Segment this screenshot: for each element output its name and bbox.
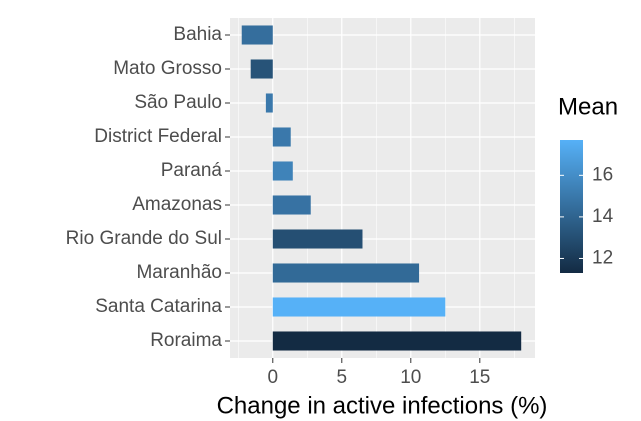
bar xyxy=(272,331,522,351)
y-tick-label: Maranhão xyxy=(136,262,222,283)
bar xyxy=(272,229,363,249)
y-tick-label: District Federal xyxy=(94,126,222,147)
x-tick-label: 15 xyxy=(469,367,490,388)
colorbar-label: 14 xyxy=(592,206,614,227)
bar xyxy=(272,161,293,181)
y-tick-label: Paraná xyxy=(161,160,223,181)
y-tick-label: Bahia xyxy=(173,24,222,45)
y-tick-label: São Paulo xyxy=(134,92,222,113)
x-tick-label: 0 xyxy=(267,367,278,388)
y-tick-label: Amazonas xyxy=(132,194,222,215)
bar xyxy=(272,195,311,215)
colorbar xyxy=(560,140,583,273)
y-tick-label: Roraima xyxy=(150,330,222,351)
colorbar-label: 12 xyxy=(592,247,613,268)
bar xyxy=(272,263,420,283)
y-tick-label: Rio Grande do Sul xyxy=(66,228,222,249)
bar xyxy=(265,93,273,113)
colorbar-label: 16 xyxy=(592,164,613,185)
bar xyxy=(241,25,273,45)
bar xyxy=(272,297,446,317)
x-tick-label: 5 xyxy=(336,367,347,388)
bar xyxy=(272,127,291,147)
x-tick-label: 10 xyxy=(400,367,421,388)
y-tick-label: Mato Grosso xyxy=(113,58,222,79)
x-axis-title: Change in active infections (%) xyxy=(217,392,548,419)
legend-title: Mean xyxy=(558,93,618,120)
y-tick-label: Santa Catarina xyxy=(95,296,222,317)
bar xyxy=(250,59,273,79)
